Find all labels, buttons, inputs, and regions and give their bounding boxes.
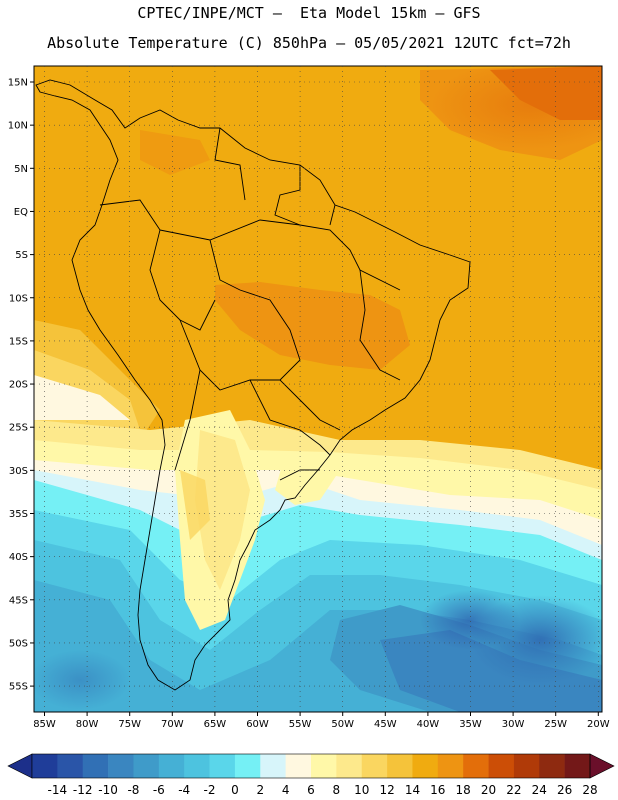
colorbar-label: 8: [333, 783, 341, 797]
colorbar-label: 10: [354, 783, 369, 797]
lon-label: 65W: [204, 719, 227, 730]
lon-label: 85W: [33, 719, 56, 730]
lat-label: 25S: [9, 423, 28, 434]
colorbar-over-arrow: [589, 753, 615, 779]
colorbar-swatch: [361, 754, 388, 778]
coastline: [35, 79, 471, 691]
colorbar-swatch: [513, 754, 540, 778]
lat-label: 20S: [9, 380, 28, 391]
latitude-labels: 15N 10N 5N EQ 5S 10S 15S 20S 25S 30S 35S 40S 45S 50S 5…: [8, 78, 28, 693]
lat-label: 15N: [8, 78, 28, 89]
colorbar-swatch: [234, 754, 261, 778]
colorbar-label: 22: [506, 783, 521, 797]
map-frame: [33, 65, 603, 713]
lat-label: 45S: [9, 595, 28, 606]
lat-label: 40S: [9, 552, 28, 563]
colorbar-label: 12: [379, 783, 394, 797]
colorbar-label: -6: [153, 783, 165, 797]
colorbar-swatch: [463, 754, 489, 778]
lon-label: 30W: [502, 719, 525, 730]
colorbar-swatch: [32, 754, 58, 778]
colorbar-label: 24: [532, 783, 547, 797]
colorbar-label: 2: [256, 783, 264, 797]
colorbar-swatch: [285, 754, 312, 778]
colorbar-label: 28: [582, 783, 597, 797]
lon-label: 20W: [587, 719, 610, 730]
title-line-1: CPTEC/INPE/MCT – Eta Model 15km – GFS: [137, 4, 481, 22]
colorbar-frame: [31, 753, 591, 779]
colorbar-swatch: [133, 754, 160, 778]
lon-label: 70W: [161, 719, 184, 730]
lat-label: 5S: [15, 250, 28, 261]
colorbar-label: 16: [430, 783, 445, 797]
lat-label: 5N: [14, 164, 28, 175]
lon-label: 40W: [417, 719, 440, 730]
colorbar-label: -10: [98, 783, 118, 797]
lon-label: 80W: [76, 719, 99, 730]
lon-label: 50W: [331, 719, 354, 730]
colorbar-swatch: [158, 754, 185, 778]
colorbar-label: -2: [204, 783, 216, 797]
colorbar-label: 14: [405, 783, 420, 797]
colorbar-swatch: [387, 754, 413, 778]
lat-label: 10N: [8, 121, 28, 132]
colorbar-label: -14: [48, 783, 68, 797]
temperature-field: [34, 66, 602, 712]
lat-label: 10S: [9, 293, 28, 304]
colorbar-swatch: [564, 754, 591, 778]
colorbar-label: -8: [127, 783, 139, 797]
colorbar-swatch: [184, 754, 210, 778]
colorbar-swatch: [437, 754, 464, 778]
colorbar-label: -4: [178, 783, 190, 797]
colorbar-label: 4: [282, 783, 290, 797]
lon-label: 60W: [246, 719, 269, 730]
colorbar-swatch: [488, 754, 515, 778]
lat-label: 15S: [9, 336, 28, 347]
lat-label: 35S: [9, 509, 28, 520]
colorbar-label: 26: [557, 783, 572, 797]
lat-label: EQ: [14, 207, 28, 218]
graticule: [30, 66, 602, 716]
longitude-labels: 85W 80W 75W 70W 65W 60W 55W 50W 45W 40W 35W 30W 25W 2…: [33, 719, 610, 730]
colorbar-swatch: [260, 754, 286, 778]
colorbar: -14 -12 -10 -8 -6 -4 -2 0 2 4 6 8 10 12 14 16 18 20 22 24 26…: [7, 753, 615, 797]
colorbar-swatch: [209, 754, 236, 778]
colorbar-swatch: [539, 754, 565, 778]
colorbar-label: 6: [307, 783, 315, 797]
colorbar-label: 0: [231, 783, 239, 797]
colorbar-swatch: [336, 754, 363, 778]
lon-label: 35W: [459, 719, 482, 730]
colorbar-swatch: [311, 754, 337, 778]
colorbar-under-arrow: [7, 753, 33, 779]
colorbar-swatch: [108, 754, 134, 778]
lon-label: 25W: [544, 719, 567, 730]
lat-label: 50S: [9, 638, 28, 649]
lon-label: 75W: [118, 719, 141, 730]
title-line-2: Absolute Temperature (C) 850hPa – 05/05/…: [47, 34, 571, 52]
colorbar-swatch: [412, 754, 439, 778]
colorbar-label: 18: [456, 783, 471, 797]
lat-label: 55S: [9, 682, 28, 693]
lon-label: 45W: [374, 719, 397, 730]
colorbar-label: -12: [73, 783, 93, 797]
colorbar-label: 20: [481, 783, 496, 797]
colorbar-swatch: [57, 754, 84, 778]
lon-label: 55W: [289, 719, 312, 730]
lat-label: 30S: [9, 466, 28, 477]
colorbar-swatch: [82, 754, 109, 778]
